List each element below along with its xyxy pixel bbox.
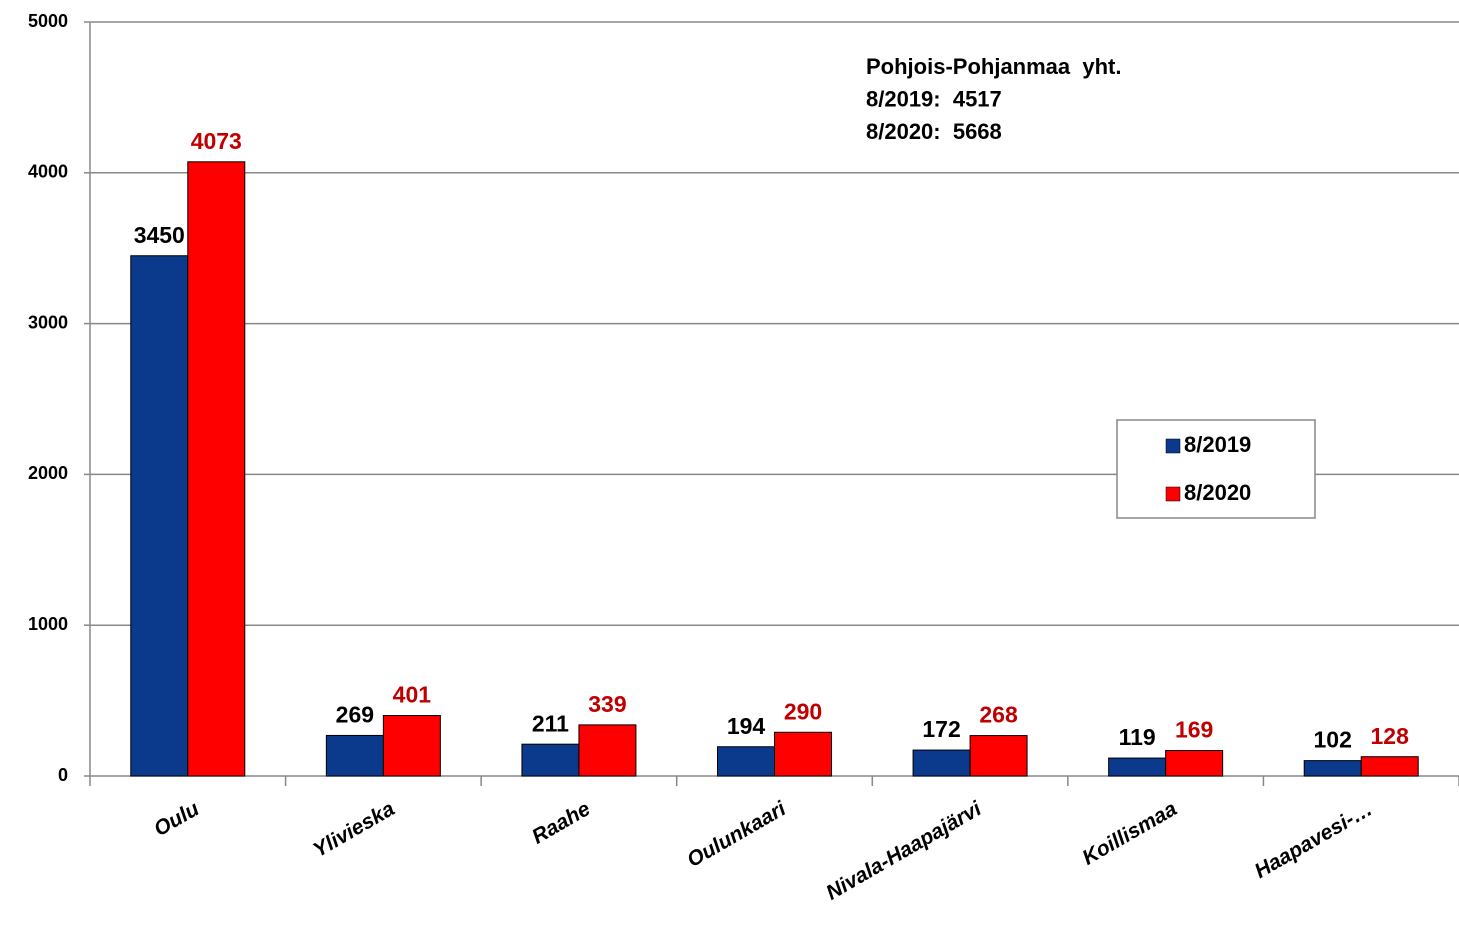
x-tick-label: Haapavesi-… xyxy=(1251,797,1377,883)
bar xyxy=(969,735,1028,777)
y-tick-label: 2000 xyxy=(28,463,68,483)
x-tick-label: Ylivieska xyxy=(309,797,399,862)
data-label: 169 xyxy=(1175,717,1213,743)
annotation: Pohjois-Pohjanmaa yht. xyxy=(866,54,1121,79)
bar xyxy=(1303,760,1362,777)
bar xyxy=(717,746,775,777)
legend-swatch xyxy=(1165,486,1181,502)
bar xyxy=(130,255,189,777)
x-tick-label: Oulu xyxy=(150,797,203,841)
data-label: 119 xyxy=(1119,724,1156,750)
data-label: 194 xyxy=(727,713,766,739)
data-label: 3450 xyxy=(134,222,185,248)
bar xyxy=(187,161,246,777)
bar xyxy=(521,743,580,777)
bar xyxy=(1165,750,1224,777)
data-label: 172 xyxy=(922,716,960,742)
x-tick-label: Raahe xyxy=(528,797,594,849)
x-tick-label: Nivala-Haapajärvi xyxy=(822,797,986,905)
bar xyxy=(912,749,971,777)
data-label: 268 xyxy=(979,702,1018,728)
y-tick-label: 3000 xyxy=(28,312,68,332)
y-tick-label: 5000 xyxy=(28,11,68,31)
y-tick-label: 4000 xyxy=(28,162,68,182)
data-label: 401 xyxy=(393,682,432,708)
annotation: 8/2020: 5668 xyxy=(866,119,1002,144)
bar xyxy=(1108,757,1167,777)
legend-label: 8/2019 xyxy=(1184,432,1251,457)
x-tick-label: Oulunkaari xyxy=(683,797,791,872)
data-label: 269 xyxy=(336,702,374,728)
data-label: 339 xyxy=(588,691,626,717)
x-tick-label: Koillismaa xyxy=(1078,797,1181,870)
bar xyxy=(382,715,441,777)
annotation: 8/2019: 4517 xyxy=(866,86,1002,111)
y-tick-label: 1000 xyxy=(28,614,68,634)
data-label: 4073 xyxy=(191,128,242,154)
data-label: 211 xyxy=(532,710,569,736)
legend-box xyxy=(1116,419,1316,519)
bar xyxy=(325,734,384,777)
data-label: 290 xyxy=(784,698,822,724)
bar xyxy=(1360,756,1419,777)
bar xyxy=(774,731,832,777)
legend-swatch xyxy=(1165,438,1181,454)
y-tick-label: 0 xyxy=(58,765,68,785)
bar xyxy=(578,724,637,777)
data-label: 128 xyxy=(1371,723,1410,749)
legend-label: 8/2020 xyxy=(1184,480,1251,505)
data-label: 102 xyxy=(1314,727,1352,753)
